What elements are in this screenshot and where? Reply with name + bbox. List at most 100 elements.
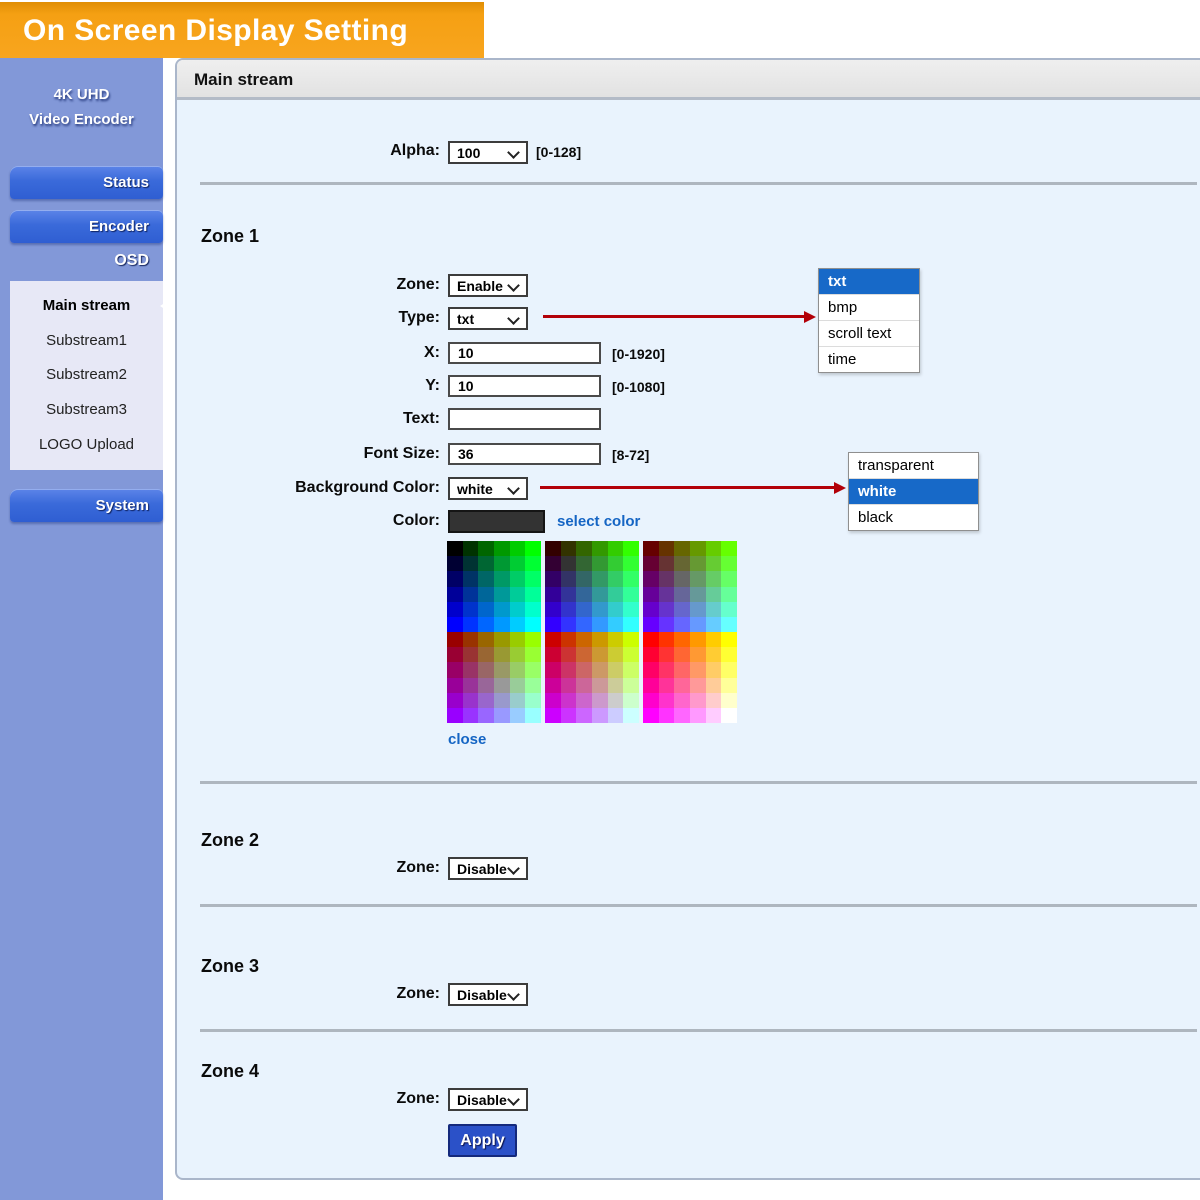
palette-swatch[interactable] <box>560 632 577 648</box>
palette-swatch[interactable] <box>607 586 624 602</box>
palette-swatch[interactable] <box>447 632 463 648</box>
palette-swatch[interactable] <box>623 601 639 617</box>
palette-swatch[interactable] <box>643 586 659 602</box>
palette-swatch[interactable] <box>643 616 659 632</box>
palette-swatch[interactable] <box>674 556 690 572</box>
palette-swatch[interactable] <box>690 662 706 678</box>
palette-swatch[interactable] <box>576 647 592 663</box>
palette-swatch[interactable] <box>623 647 639 663</box>
palette-swatch[interactable] <box>721 556 737 572</box>
palette-swatch[interactable] <box>658 616 675 632</box>
zone1-text-input[interactable] <box>448 408 601 430</box>
palette-swatch[interactable] <box>447 662 463 678</box>
type-option-txt[interactable]: txt <box>819 269 919 294</box>
palette-swatch[interactable] <box>705 541 722 557</box>
palette-swatch[interactable] <box>509 632 526 648</box>
palette-swatch[interactable] <box>494 662 510 678</box>
palette-swatch[interactable] <box>658 707 675 723</box>
sidebar-item-logo-upload[interactable]: LOGO Upload <box>38 436 135 454</box>
palette-swatch[interactable] <box>478 632 494 648</box>
alpha-select[interactable]: 100 <box>448 141 528 164</box>
palette-swatch[interactable] <box>607 541 624 557</box>
palette-swatch[interactable] <box>592 586 608 602</box>
palette-swatch[interactable] <box>721 632 737 648</box>
palette-swatch[interactable] <box>576 616 592 632</box>
palette-swatch[interactable] <box>643 647 659 663</box>
background-color-option-black[interactable]: black <box>849 504 978 530</box>
palette-swatch[interactable] <box>525 601 541 617</box>
palette-swatch[interactable] <box>545 662 561 678</box>
palette-swatch[interactable] <box>674 586 690 602</box>
zone4-zone-select[interactable]: Disable <box>448 1088 528 1111</box>
palette-swatch[interactable] <box>690 541 706 557</box>
palette-swatch[interactable] <box>494 601 510 617</box>
zone1-color-swatch[interactable] <box>448 510 545 533</box>
palette-swatch[interactable] <box>705 677 722 693</box>
palette-swatch[interactable] <box>690 647 706 663</box>
sidebar-item-substream1[interactable]: Substream1 <box>46 331 127 349</box>
palette-swatch[interactable] <box>721 541 737 557</box>
palette-swatch[interactable] <box>576 632 592 648</box>
palette-swatch[interactable] <box>494 586 510 602</box>
palette-swatch[interactable] <box>576 692 592 708</box>
palette-swatch[interactable] <box>478 647 494 663</box>
palette-swatch[interactable] <box>462 601 479 617</box>
palette-swatch[interactable] <box>643 692 659 708</box>
palette-swatch[interactable] <box>705 556 722 572</box>
palette-swatch[interactable] <box>690 616 706 632</box>
palette-swatch[interactable] <box>658 586 675 602</box>
zone1-x-input[interactable] <box>448 342 601 364</box>
palette-swatch[interactable] <box>478 662 494 678</box>
palette-swatch[interactable] <box>623 707 639 723</box>
palette-swatch[interactable] <box>705 692 722 708</box>
palette-swatch[interactable] <box>478 677 494 693</box>
palette-swatch[interactable] <box>447 556 463 572</box>
palette-swatch[interactable] <box>494 707 510 723</box>
palette-swatch[interactable] <box>592 692 608 708</box>
palette-swatch[interactable] <box>560 616 577 632</box>
palette-swatch[interactable] <box>545 541 561 557</box>
palette-swatch[interactable] <box>705 616 722 632</box>
palette-swatch[interactable] <box>674 662 690 678</box>
palette-swatch[interactable] <box>607 677 624 693</box>
palette-swatch[interactable] <box>674 647 690 663</box>
palette-swatch[interactable] <box>462 707 479 723</box>
palette-swatch[interactable] <box>447 692 463 708</box>
palette-swatch[interactable] <box>560 677 577 693</box>
zone2-zone-select[interactable]: Disable <box>448 857 528 880</box>
palette-swatch[interactable] <box>690 586 706 602</box>
palette-swatch[interactable] <box>607 662 624 678</box>
palette-swatch[interactable] <box>607 616 624 632</box>
palette-swatch[interactable] <box>478 616 494 632</box>
palette-swatch[interactable] <box>525 571 541 587</box>
palette-swatch[interactable] <box>525 692 541 708</box>
palette-swatch[interactable] <box>592 662 608 678</box>
palette-swatch[interactable] <box>705 571 722 587</box>
palette-swatch[interactable] <box>478 601 494 617</box>
palette-swatch[interactable] <box>705 586 722 602</box>
palette-swatch[interactable] <box>494 692 510 708</box>
palette-swatch[interactable] <box>690 677 706 693</box>
palette-swatch[interactable] <box>494 556 510 572</box>
type-option-scroll-text[interactable]: scroll text <box>819 320 919 346</box>
palette-swatch[interactable] <box>478 556 494 572</box>
palette-swatch[interactable] <box>721 616 737 632</box>
palette-swatch[interactable] <box>462 556 479 572</box>
palette-swatch[interactable] <box>690 632 706 648</box>
zone3-zone-select[interactable]: Disable <box>448 983 528 1006</box>
palette-swatch[interactable] <box>560 601 577 617</box>
palette-swatch[interactable] <box>721 586 737 602</box>
palette-swatch[interactable] <box>525 677 541 693</box>
palette-swatch[interactable] <box>509 647 526 663</box>
palette-swatch[interactable] <box>576 586 592 602</box>
palette-swatch[interactable] <box>643 571 659 587</box>
palette-swatch[interactable] <box>462 662 479 678</box>
palette-swatch[interactable] <box>674 601 690 617</box>
palette-swatch[interactable] <box>690 601 706 617</box>
palette-swatch[interactable] <box>576 541 592 557</box>
palette-swatch[interactable] <box>643 541 659 557</box>
palette-swatch[interactable] <box>545 556 561 572</box>
palette-swatch[interactable] <box>478 541 494 557</box>
type-option-bmp[interactable]: bmp <box>819 294 919 320</box>
sidebar-item-main-stream[interactable]: Main stream <box>42 296 131 314</box>
